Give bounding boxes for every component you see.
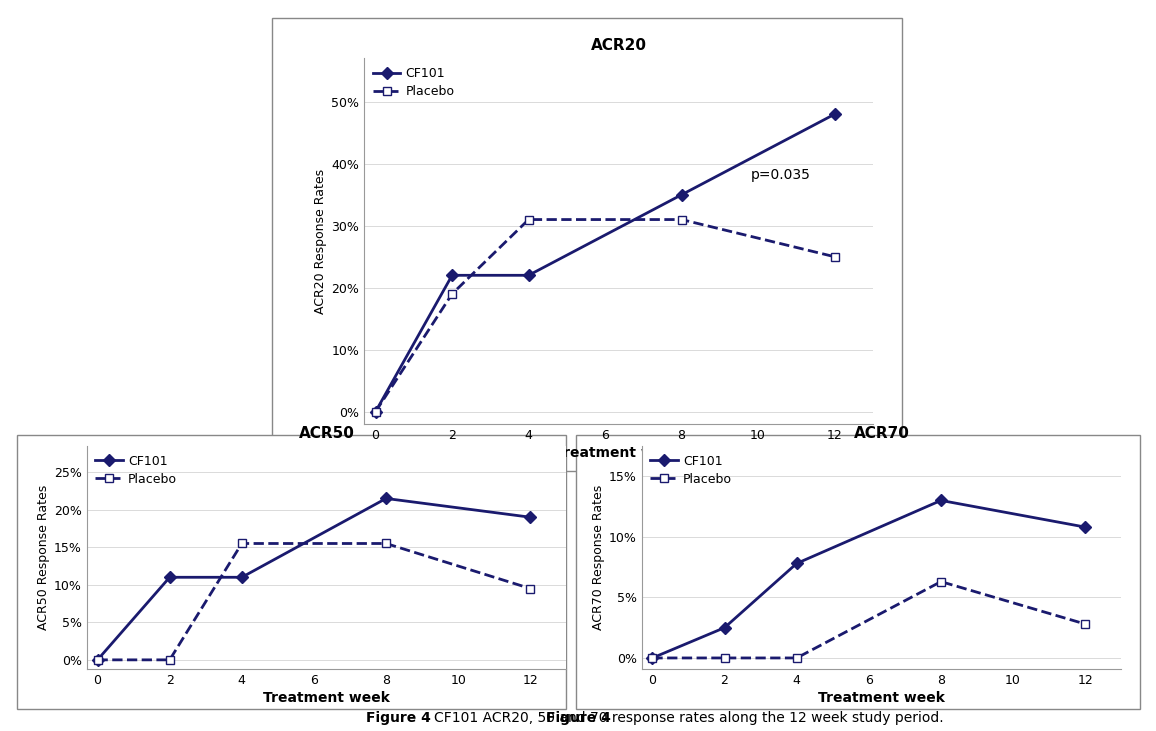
- CF101: [828, 110, 842, 118]
- CF101: [521, 271, 535, 280]
- Legend: CF101, Placebo: CF101, Placebo: [92, 452, 179, 488]
- Legend: CF101, Placebo: CF101, Placebo: [370, 65, 457, 101]
- CF101: [718, 624, 732, 632]
- Y-axis label: ACR20 Response Rates: ACR20 Response Rates: [314, 169, 327, 314]
- Line: Placebo: Placebo: [94, 539, 534, 664]
- CF101: [645, 654, 659, 662]
- CF101: [934, 496, 948, 505]
- Placebo: [1079, 620, 1092, 629]
- CF101: [524, 513, 538, 522]
- Text: Figure 4: Figure 4: [366, 711, 431, 725]
- Legend: CF101, Placebo: CF101, Placebo: [647, 452, 734, 488]
- Title: ACR70: ACR70: [853, 425, 910, 441]
- CF101: [445, 271, 459, 280]
- X-axis label: Treatment week: Treatment week: [818, 691, 944, 705]
- Placebo: [235, 539, 249, 548]
- CF101: [163, 573, 177, 582]
- Text: : CF101 ACR20, 50 and 70 response rates along the 12 week study period.: : CF101 ACR20, 50 and 70 response rates …: [425, 711, 944, 725]
- Line: CF101: CF101: [649, 496, 1089, 662]
- CF101: [90, 656, 104, 664]
- CF101: [235, 573, 249, 582]
- Line: Placebo: Placebo: [371, 216, 839, 416]
- Placebo: [445, 289, 459, 298]
- Placebo: [379, 539, 393, 548]
- X-axis label: Treatment week: Treatment week: [264, 691, 390, 705]
- Placebo: [828, 252, 842, 261]
- Placebo: [934, 577, 948, 586]
- Placebo: [675, 215, 689, 224]
- Placebo: [163, 656, 177, 664]
- Placebo: [369, 407, 383, 416]
- Placebo: [718, 654, 732, 662]
- Title: ACR20: ACR20: [591, 38, 646, 53]
- Line: CF101: CF101: [94, 494, 534, 664]
- X-axis label: Treatment week: Treatment week: [555, 446, 682, 460]
- CF101: [1079, 523, 1092, 531]
- Text: p=0.035: p=0.035: [750, 168, 810, 182]
- Text: Figure 4: Figure 4: [546, 711, 610, 725]
- CF101: [379, 494, 393, 503]
- CF101: [790, 559, 803, 568]
- Placebo: [790, 654, 803, 662]
- Y-axis label: ACR50 Response Rates: ACR50 Response Rates: [37, 485, 50, 630]
- Y-axis label: ACR70 Response Rates: ACR70 Response Rates: [592, 485, 605, 630]
- Placebo: [521, 215, 535, 224]
- Text: Figure 4: CF101 ACR20, 50 and 70 response rates along the 12 week study period.: Figure 4: CF101 ACR20, 50 and 70 respons…: [253, 711, 903, 725]
- CF101: [675, 190, 689, 199]
- CF101: [369, 407, 383, 416]
- Title: ACR50: ACR50: [298, 425, 355, 441]
- Placebo: [524, 584, 538, 593]
- Placebo: [90, 656, 104, 664]
- Placebo: [645, 654, 659, 662]
- Line: Placebo: Placebo: [649, 577, 1089, 662]
- Line: CF101: CF101: [371, 110, 839, 416]
